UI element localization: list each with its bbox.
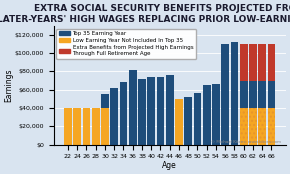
Bar xyxy=(249,108,257,145)
Legend: Top 35 Earning Year, Low Earning Year Not Included In Top 35, Extra Benefits fro: Top 35 Earning Year, Low Earning Year No… xyxy=(57,29,196,59)
Bar xyxy=(240,81,248,108)
Bar xyxy=(157,77,164,145)
Bar xyxy=(212,84,220,145)
Bar xyxy=(258,81,266,108)
Bar xyxy=(73,108,81,145)
Bar xyxy=(203,85,211,145)
Title: EXTRA SOCIAL SECURITY BENEFITS PROJECTED FROM
LATER-YEARS' HIGH WAGES REPLACING : EXTRA SOCIAL SECURITY BENEFITS PROJECTED… xyxy=(0,4,290,23)
Bar xyxy=(240,44,248,81)
X-axis label: Age: Age xyxy=(162,161,177,170)
Bar xyxy=(147,77,155,145)
Y-axis label: Earnings: Earnings xyxy=(4,69,13,102)
Bar xyxy=(129,70,137,145)
Bar xyxy=(249,81,257,108)
Bar xyxy=(110,88,118,145)
Bar xyxy=(240,108,248,145)
Bar xyxy=(83,108,90,145)
Bar xyxy=(138,79,146,145)
Bar xyxy=(249,44,257,81)
Bar xyxy=(268,44,275,81)
Text: © Michael Kitces  www.kitces.com: © Michael Kitces www.kitces.com xyxy=(211,140,281,144)
Bar xyxy=(175,99,183,145)
Bar xyxy=(222,44,229,145)
Bar xyxy=(101,94,109,108)
Bar xyxy=(231,42,238,145)
Bar xyxy=(120,82,127,145)
Bar xyxy=(258,108,266,145)
Bar xyxy=(194,93,201,145)
Bar xyxy=(64,108,72,145)
Bar xyxy=(258,44,266,81)
Bar xyxy=(101,108,109,145)
Bar xyxy=(92,108,99,145)
Bar xyxy=(268,108,275,145)
Bar xyxy=(184,97,192,145)
Bar xyxy=(268,81,275,108)
Bar xyxy=(166,75,173,145)
